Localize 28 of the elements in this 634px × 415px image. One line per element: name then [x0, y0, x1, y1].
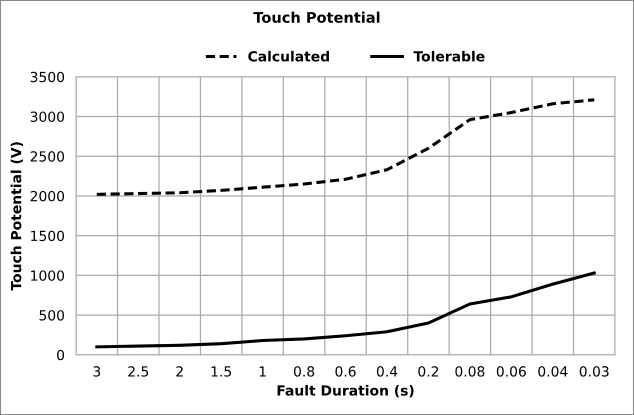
x-tick-label: 0.03 — [580, 366, 609, 377]
legend-label: Tolerable — [414, 50, 484, 62]
x-tick-label: 0.04 — [538, 366, 568, 377]
x-tick-label: 3 — [93, 366, 100, 377]
chart-title: Touch Potential — [253, 12, 380, 23]
y-tick-label: 3500 — [30, 72, 64, 82]
x-tick-label: 0.06 — [496, 366, 526, 377]
x-tick-label: 2.5 — [128, 366, 148, 377]
y-tick-label: 2000 — [30, 190, 64, 202]
y-tick-label: 0 — [57, 350, 64, 360]
y-tick-label: 500 — [40, 310, 64, 321]
x-tick-label: 0.2 — [418, 366, 438, 377]
y-tick-label: 1500 — [31, 230, 64, 242]
legend-label: Calculated — [248, 50, 329, 62]
x-tick-label: 2 — [176, 366, 183, 376]
x-tick-label: 0.4 — [376, 366, 398, 377]
x-tick-label: 1 — [260, 366, 266, 376]
x-tick-label: 1.5 — [212, 366, 231, 377]
x-axis-title: Fault Duration (s) — [278, 384, 414, 398]
x-tick-label: 0.6 — [335, 366, 356, 377]
line-series — [95, 271, 596, 348]
y-axis-title: Touch Potential (V) — [10, 142, 24, 290]
y-tick-label: 3000 — [30, 111, 64, 122]
y-tick-label: 1000 — [31, 270, 64, 281]
x-tick-label: 0.08 — [455, 366, 484, 377]
line-series — [95, 98, 596, 196]
y-tick-label: 2500 — [30, 151, 64, 162]
x-tick-label: 0.8 — [294, 366, 314, 377]
